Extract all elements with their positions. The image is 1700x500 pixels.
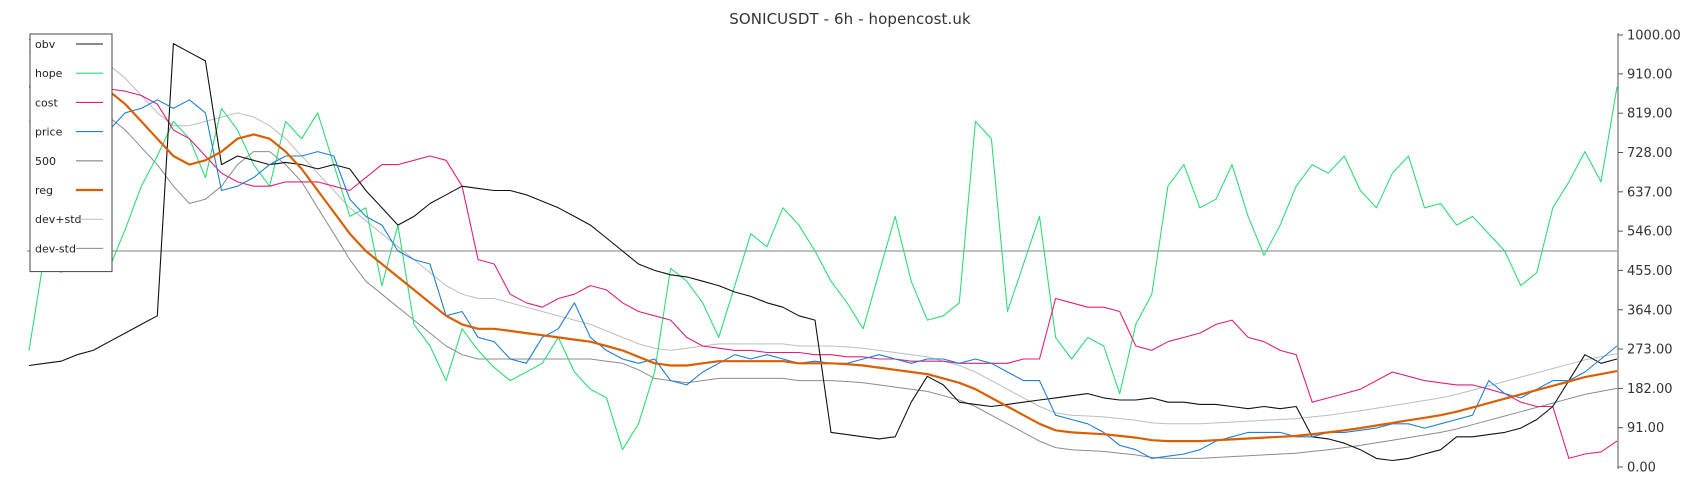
series-line-dev-std bbox=[28, 112, 1618, 459]
series-line-obv bbox=[28, 43, 1618, 462]
y-tick-label: 728.00 bbox=[1627, 146, 1673, 161]
series-line-cost bbox=[28, 81, 1618, 459]
y-tick-label: 819.00 bbox=[1627, 107, 1673, 122]
y-tick-label: 273.00 bbox=[1627, 343, 1673, 358]
legend: obv hope cost price 500 reg dev+std dev-std bbox=[29, 33, 113, 273]
y-tick-label: 182.00 bbox=[1627, 382, 1673, 397]
legend-label: cost bbox=[35, 96, 59, 109]
y-tick-label: 637.00 bbox=[1627, 185, 1673, 200]
y-axis: 1000.00 910.00 819.00 728.00 637.00 546.00 455… bbox=[1617, 29, 1681, 476]
legend-label: reg bbox=[35, 184, 53, 197]
y-tick-label: 910.00 bbox=[1627, 67, 1673, 82]
y-tick-label: 364.00 bbox=[1627, 303, 1673, 318]
legend-label: hope bbox=[35, 67, 63, 80]
series-line-hope bbox=[28, 86, 1618, 451]
series-line-reg bbox=[28, 81, 1618, 443]
series-line-dev-std bbox=[28, 47, 1618, 425]
y-tick-label: 1000.00 bbox=[1627, 29, 1681, 44]
series-line-price bbox=[28, 38, 1618, 459]
y-tick-label: 0.00 bbox=[1627, 461, 1656, 476]
legend-label: dev+std bbox=[35, 213, 82, 226]
y-tick-label: 546.00 bbox=[1627, 225, 1673, 240]
legend-label: 500 bbox=[35, 155, 56, 168]
legend-label: dev-std bbox=[35, 242, 76, 255]
legend-label: price bbox=[35, 126, 63, 139]
chart-title: SONICUSDT - 6h - hopencost.uk bbox=[729, 10, 971, 28]
y-tick-label: 455.00 bbox=[1627, 264, 1673, 279]
plot-area bbox=[27, 38, 1618, 462]
y-tick-label: 91.00 bbox=[1627, 421, 1664, 436]
legend-label: obv bbox=[35, 38, 56, 51]
